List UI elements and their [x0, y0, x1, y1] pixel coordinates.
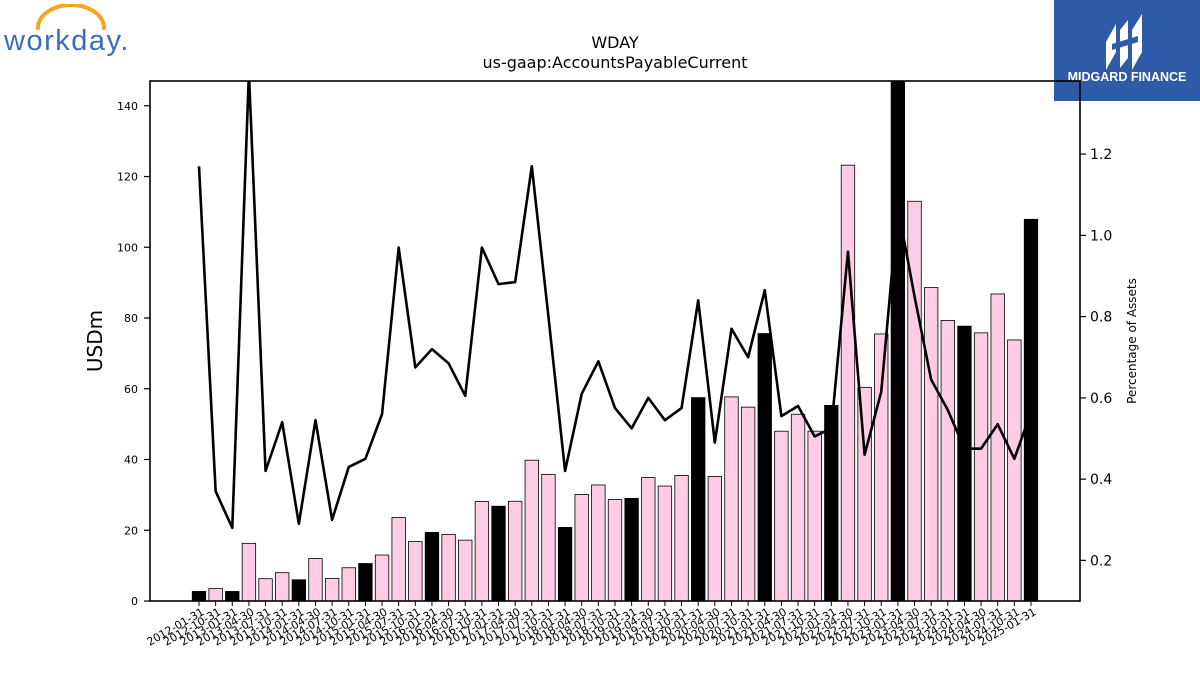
bar	[957, 325, 972, 602]
bar	[840, 164, 856, 602]
bar	[624, 498, 639, 602]
bar	[607, 499, 623, 602]
workday-logo: workday.	[4, 4, 130, 57]
bar	[790, 413, 806, 602]
bar	[691, 397, 706, 602]
bar	[275, 572, 290, 602]
bar	[524, 459, 539, 602]
midgard-finance-logo-text: MIDGARD FINANCE	[1068, 70, 1187, 84]
bar	[724, 396, 739, 602]
bar	[458, 539, 473, 602]
y2-tick-label: 1.2	[1090, 147, 1112, 163]
bar	[740, 406, 756, 602]
bar	[491, 505, 506, 602]
bar	[591, 484, 606, 602]
bar	[1007, 339, 1022, 602]
left-y-axis: 0 20 40 60 80 100 120 140	[117, 100, 150, 608]
y-tick-label: 120	[117, 171, 138, 184]
chart-subtitle: us-gaap:AccountsPayableCurrent	[482, 53, 747, 72]
bar	[557, 527, 573, 602]
bar	[258, 578, 273, 602]
y-axis-label: USDm	[83, 310, 107, 372]
bar	[208, 588, 223, 602]
bar	[990, 293, 1005, 602]
bar	[907, 200, 922, 602]
y-tick-label: 0	[131, 595, 138, 608]
bar	[973, 332, 989, 602]
bar	[940, 320, 955, 602]
x-axis: 2012-01-312012-10-312013-01-312013-04-30…	[145, 601, 1039, 649]
midgard-finance-logo: MIDGARD FINANCE	[1054, 0, 1200, 101]
bar	[657, 485, 673, 602]
bar	[824, 404, 839, 602]
workday-logo-text: workday.	[4, 25, 130, 57]
workday-logo-arc	[36, 4, 106, 30]
bar	[1023, 218, 1039, 602]
y2-tick-label: 0.6	[1090, 391, 1112, 407]
bar	[474, 501, 490, 602]
bar	[308, 558, 323, 602]
y2-tick-label: 0.8	[1090, 310, 1112, 326]
bar	[341, 567, 356, 602]
bar	[374, 554, 390, 602]
bar	[441, 534, 456, 602]
bar	[191, 591, 207, 602]
bar	[541, 473, 556, 602]
y2-axis-label: Percentage of Assets	[1125, 278, 1139, 404]
bar	[807, 430, 822, 602]
bar	[291, 579, 306, 602]
bar	[924, 287, 939, 602]
bar	[508, 500, 523, 602]
line-series	[197, 81, 1033, 530]
bar	[857, 386, 872, 602]
y-tick-label: 140	[117, 100, 138, 113]
y-tick-label: 40	[124, 454, 138, 467]
bar	[707, 476, 722, 602]
bar	[424, 531, 440, 602]
midgard-finance-emblem-icon: MIDGARD FINANCE	[1068, 14, 1187, 84]
bar	[574, 494, 589, 602]
bar-series	[191, 80, 1039, 602]
right-y-axis: 0.2 0.4 0.6 0.8 1.0 1.2	[1080, 147, 1112, 569]
bar	[774, 430, 789, 602]
bar	[241, 542, 257, 602]
y-tick-label: 60	[124, 383, 138, 396]
y-tick-label: 80	[124, 312, 138, 325]
y2-tick-label: 0.4	[1090, 472, 1112, 488]
bar	[358, 563, 373, 602]
chart-title: WDAY	[591, 33, 639, 52]
percentage-line	[197, 81, 1033, 530]
bar	[641, 477, 656, 602]
y-tick-label: 100	[117, 241, 138, 254]
y2-tick-label: 0.2	[1090, 553, 1112, 569]
y2-tick-label: 1.0	[1090, 228, 1112, 244]
bar	[874, 333, 889, 602]
y-tick-label: 20	[124, 524, 138, 537]
bar	[757, 333, 772, 602]
bar	[391, 517, 406, 602]
bar	[324, 577, 340, 602]
bar	[674, 475, 689, 602]
bar	[408, 541, 423, 602]
bar	[225, 591, 240, 602]
bar	[890, 80, 906, 602]
